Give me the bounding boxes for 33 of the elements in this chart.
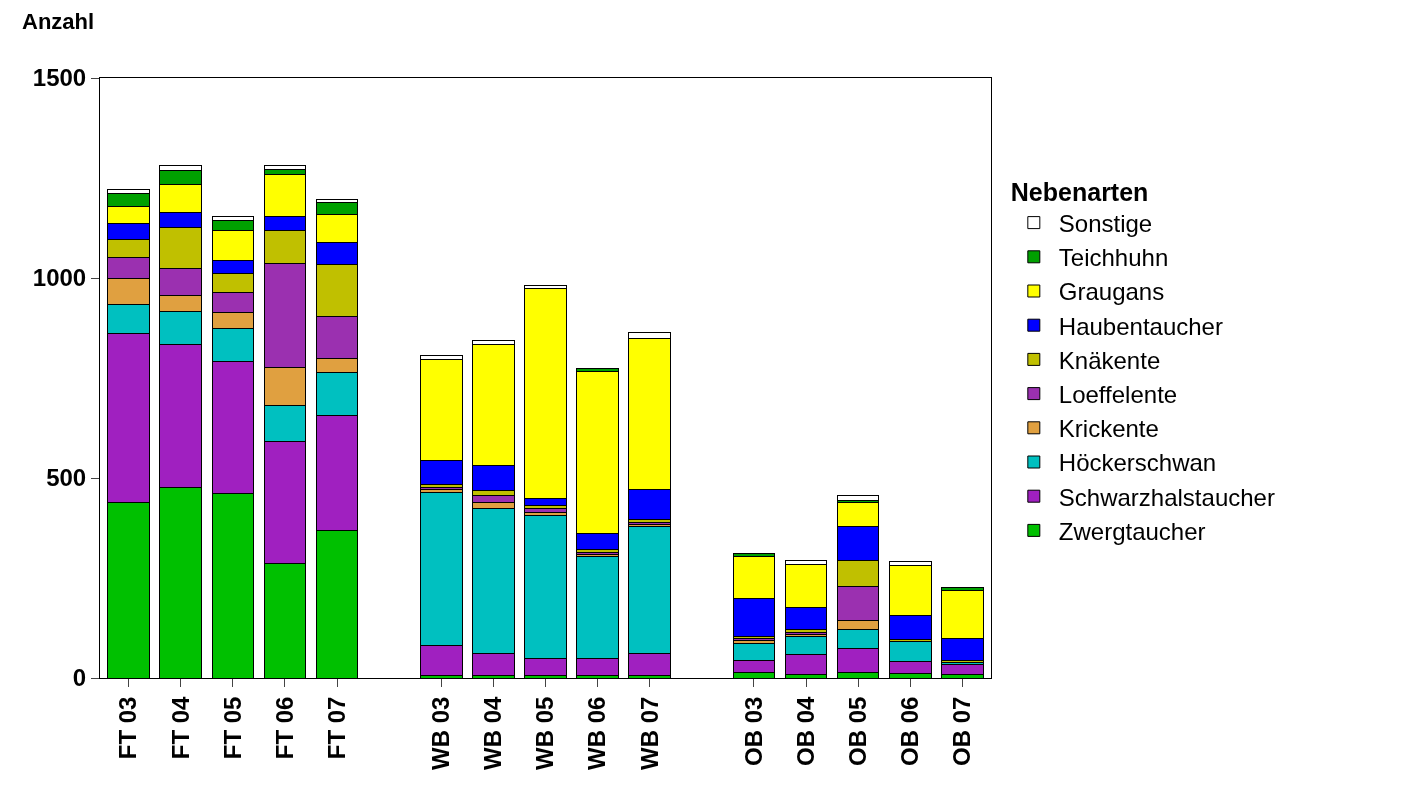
legend-label: Knäkente xyxy=(1058,346,1161,374)
x-tick-label: OB 04 xyxy=(791,695,819,766)
bar xyxy=(941,664,984,676)
legend-label: Zwergtaucher xyxy=(1058,517,1206,545)
x-tick-label: FT 07 xyxy=(322,696,350,760)
legend-label: Teichhuhn xyxy=(1058,244,1169,272)
x-tick-label: OB 06 xyxy=(896,696,924,766)
y-axis-title: Anzahl xyxy=(22,9,95,34)
y-tick-label: 1500 xyxy=(32,64,87,92)
x-tick-label: FT 03 xyxy=(114,696,142,760)
x-tick-label: WB 04 xyxy=(479,695,507,770)
legend-label: Loeffelente xyxy=(1058,380,1178,408)
legend-label: Höckerschwan xyxy=(1058,449,1217,477)
x-tick-label: OB 05 xyxy=(843,696,871,766)
x-tick-label: OB 07 xyxy=(948,696,976,766)
y-tick-label: 500 xyxy=(46,464,87,492)
legend-label: Sonstige xyxy=(1058,209,1153,237)
legend-title: Nebenarten xyxy=(1010,177,1149,206)
x-tick-label: OB 03 xyxy=(739,696,767,766)
bar xyxy=(836,495,880,501)
x-tick-label: WB 03 xyxy=(427,696,455,770)
x-tick-label: WB 06 xyxy=(583,696,611,770)
x-tick-label: FT 04 xyxy=(166,695,194,760)
legend-label: Schwarzhalstaucher xyxy=(1058,483,1275,511)
y-tick-label: 0 xyxy=(72,664,87,692)
legend-label: Graugans xyxy=(1058,278,1165,306)
x-tick-label: WB 05 xyxy=(531,696,559,770)
x-tick-label: FT 05 xyxy=(218,696,246,760)
x-tick-label: FT 06 xyxy=(270,696,298,760)
y-tick-label: 1000 xyxy=(32,264,87,292)
x-tick-label: WB 07 xyxy=(635,696,663,770)
legend-label: Haubentaucher xyxy=(1058,312,1223,340)
legend-label: Krickente xyxy=(1058,415,1159,443)
